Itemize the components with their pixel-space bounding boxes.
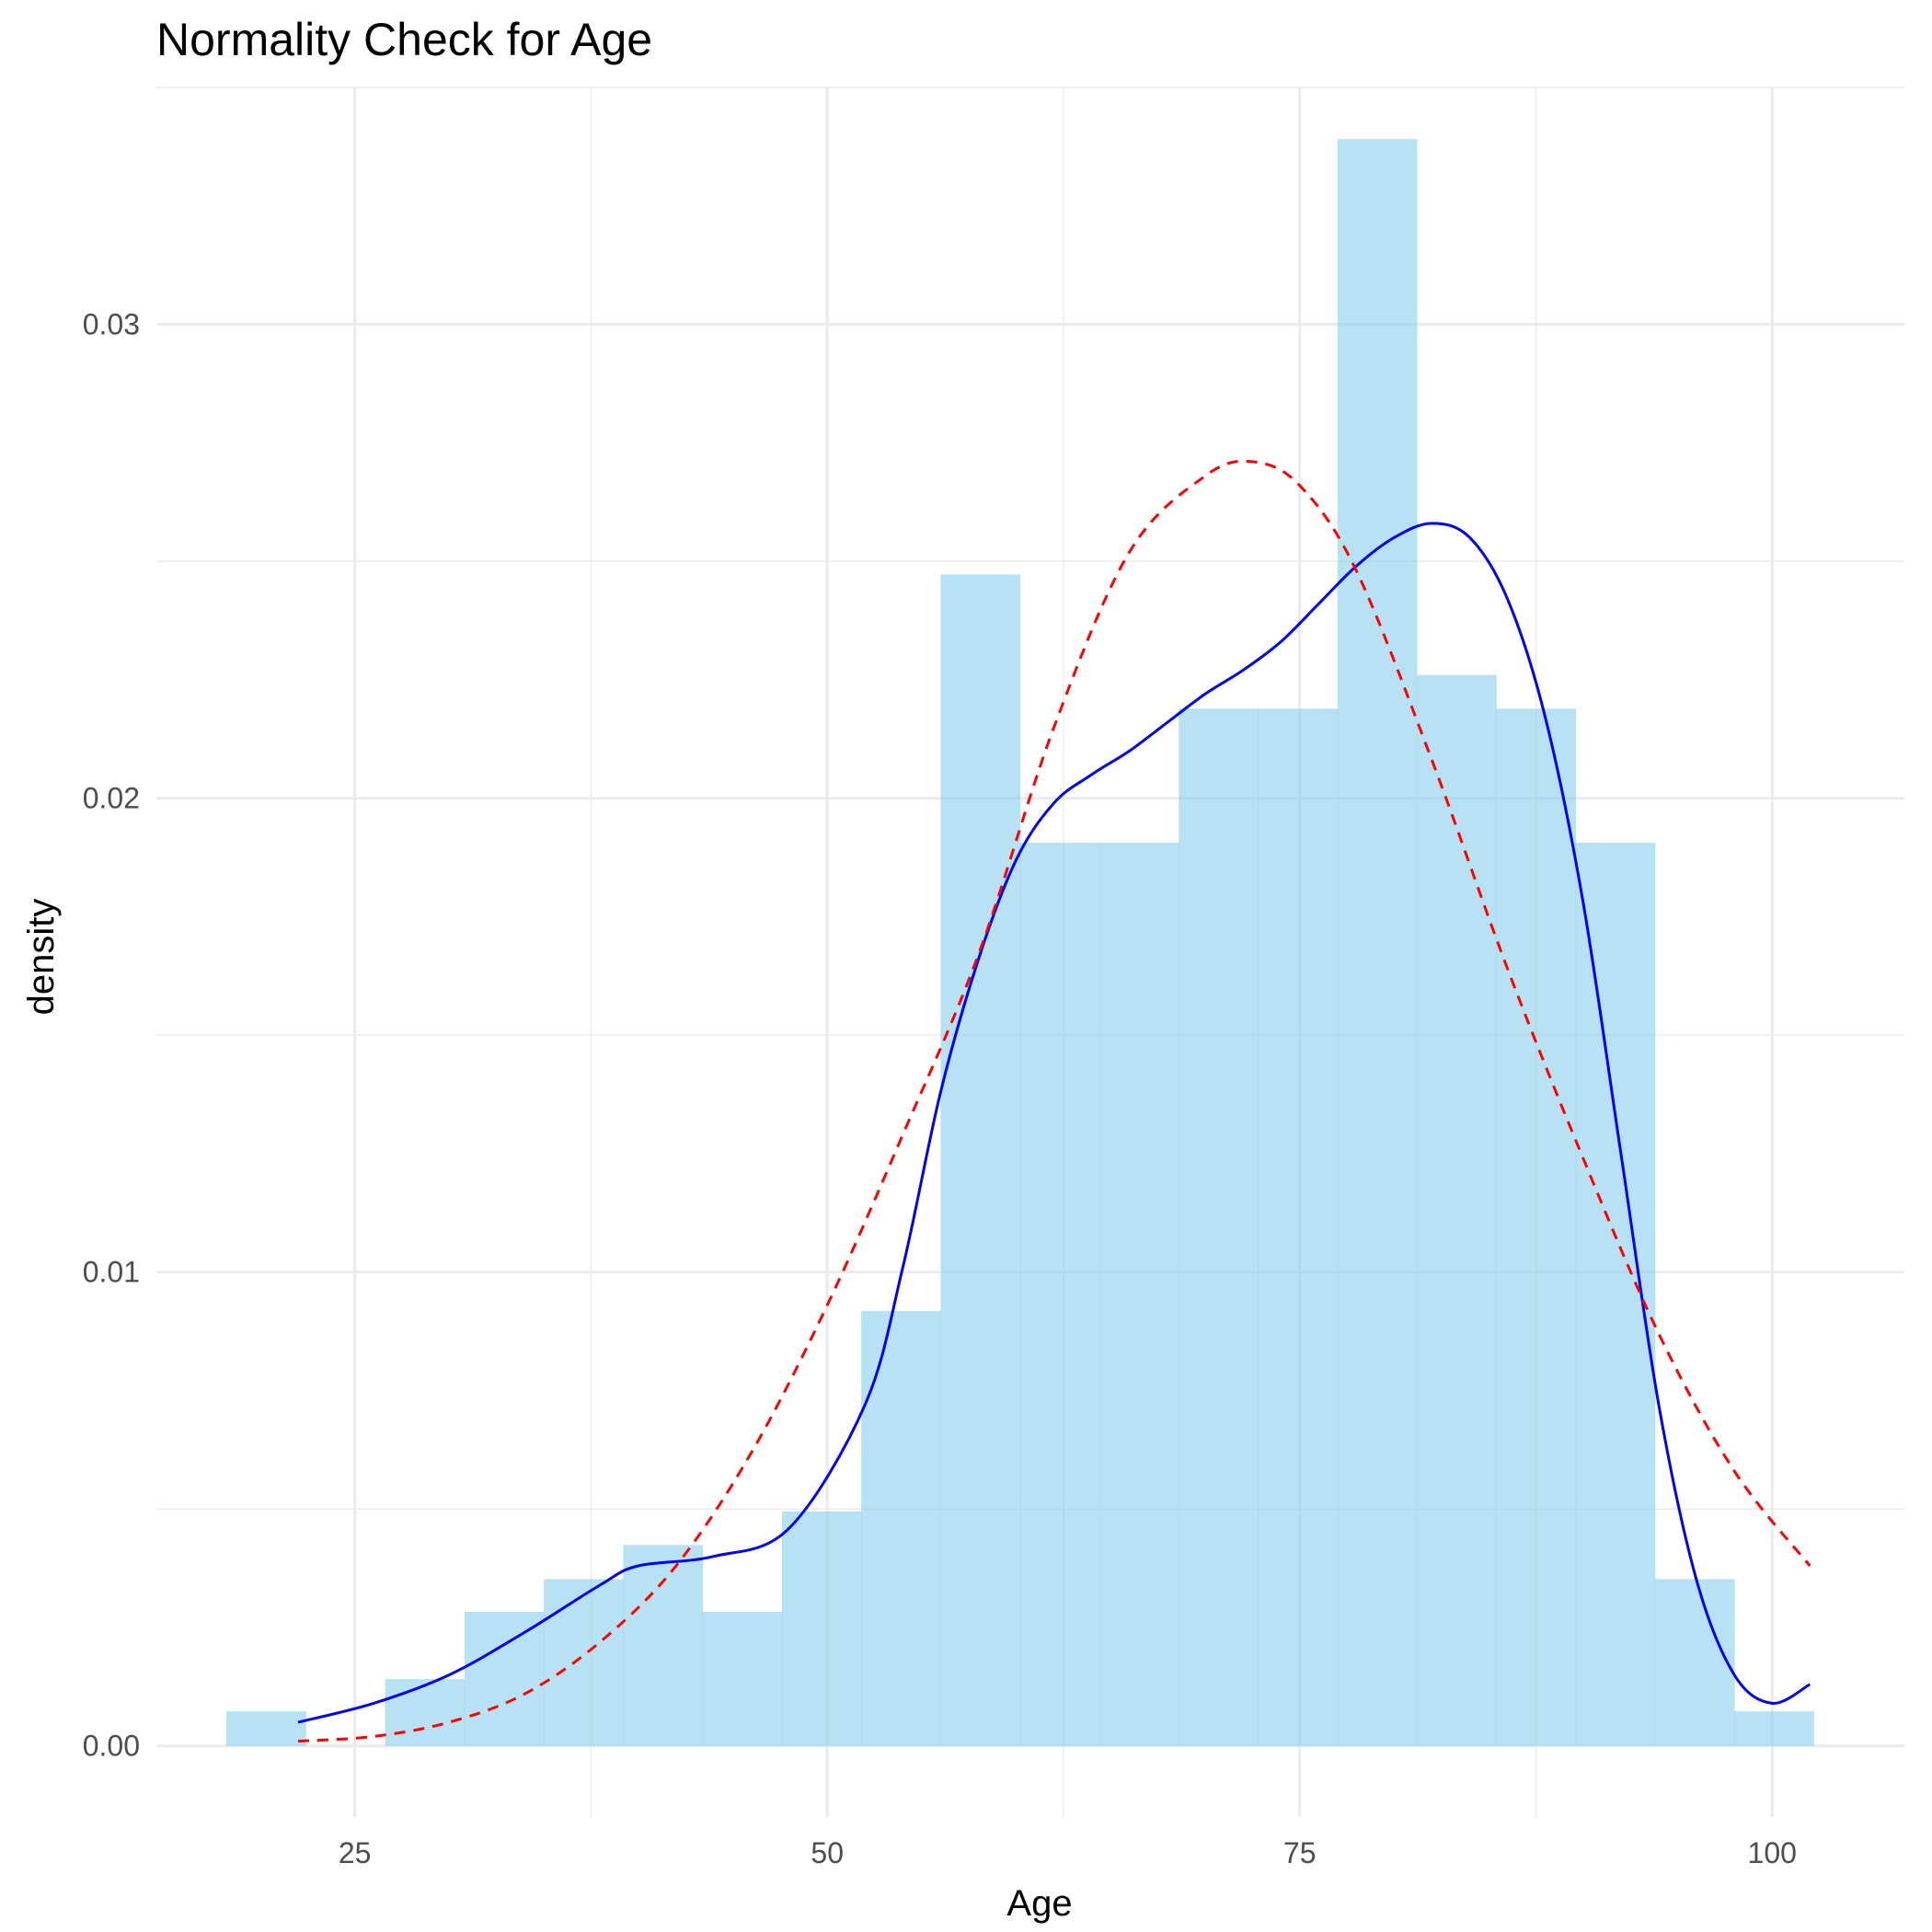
histogram-bar	[1417, 674, 1497, 1746]
x-tick-label: 25	[339, 1836, 372, 1869]
normal-density-line	[297, 459, 1811, 1743]
histogram-bar	[1496, 708, 1577, 1746]
y-tick-label: 0.00	[83, 1730, 140, 1763]
histogram-bars	[226, 139, 1814, 1746]
histogram-bar	[544, 1579, 624, 1746]
histogram-bar	[385, 1679, 466, 1746]
histogram-bar	[1734, 1711, 1814, 1746]
x-tick-label: 50	[811, 1836, 844, 1869]
x-tick-label: 100	[1748, 1836, 1797, 1869]
histogram-bar	[1575, 843, 1656, 1746]
histogram-bar	[1337, 139, 1418, 1746]
y-tick-label: 0.01	[83, 1256, 140, 1289]
y-axis-title: density	[21, 899, 62, 1016]
histogram-bar	[623, 1545, 704, 1746]
histogram-bar	[226, 1711, 306, 1746]
density-lines	[297, 459, 1811, 1743]
y-tick-label: 0.02	[83, 782, 140, 815]
y-tick-label: 0.03	[83, 308, 140, 341]
histogram-bar	[861, 1310, 941, 1746]
chart-title: Normality Check for Age	[156, 14, 653, 65]
histogram-bar	[1258, 708, 1339, 1746]
x-tick-labels: 25 50 75 100	[339, 1836, 1797, 1869]
histogram-bar	[1654, 1579, 1735, 1746]
histogram-bar	[1019, 843, 1100, 1746]
x-axis-title: Age	[1006, 1883, 1072, 1924]
histogram-bar	[940, 574, 1021, 1746]
kernel-density-line	[297, 522, 1811, 1724]
histogram-bar	[464, 1611, 545, 1746]
histogram-bar	[781, 1511, 862, 1746]
x-tick-label: 75	[1283, 1836, 1317, 1869]
y-tick-labels: 0.00 0.01 0.02 0.03	[83, 308, 140, 1763]
histogram-bar	[1098, 843, 1179, 1746]
histogram-bar	[1179, 708, 1259, 1746]
histogram-bar	[702, 1611, 783, 1746]
